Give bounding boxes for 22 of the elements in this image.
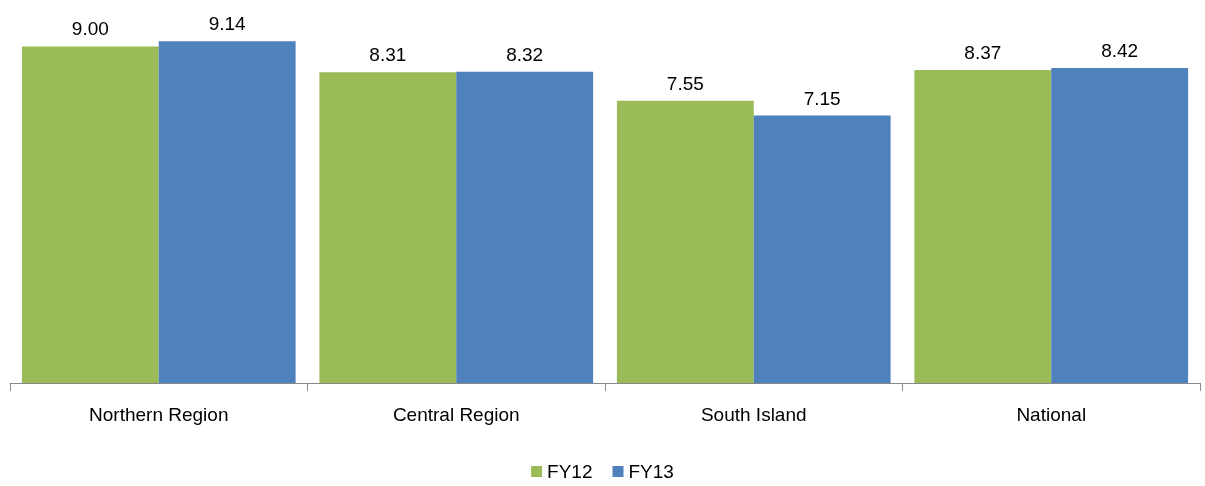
x-tick-label: Central Region (392, 404, 520, 425)
data-label: 9.00 (71, 18, 109, 40)
data-label: 8.32 (506, 43, 544, 65)
bar (158, 41, 296, 383)
bar (456, 71, 594, 383)
data-label: 8.42 (1101, 40, 1139, 62)
bar (21, 46, 159, 383)
x-tick-label: South Island (700, 404, 807, 425)
bar (616, 100, 754, 383)
x-tick-label: National (1016, 404, 1087, 425)
data-label: 9.14 (208, 13, 247, 35)
data-label: 8.37 (964, 41, 1002, 63)
data-label: 8.31 (369, 44, 407, 66)
bar (319, 72, 457, 383)
bar (914, 69, 1052, 383)
data-label: 7.55 (666, 72, 704, 94)
x-tick-label: Northern Region (89, 404, 229, 425)
bar (1051, 68, 1189, 383)
data-label: 7.15 (803, 87, 841, 109)
bar (753, 115, 891, 383)
legend-label: FY13 (628, 461, 674, 482)
legend-label: FY12 (547, 461, 593, 482)
